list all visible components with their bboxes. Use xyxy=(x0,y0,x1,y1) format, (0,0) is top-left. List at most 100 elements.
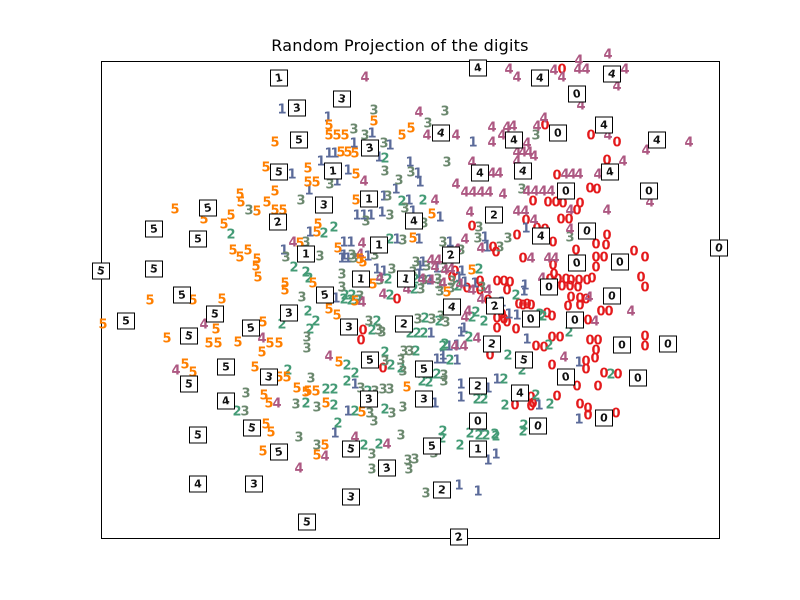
digit-point-1: 1 xyxy=(287,167,297,183)
digit-point-0: 0 xyxy=(528,194,538,210)
digit-thumbnail-3: 3 xyxy=(360,390,378,408)
digit-point-1: 1 xyxy=(432,352,442,368)
thumbnail-digit-glyph: 0 xyxy=(607,289,617,303)
digit-point-2: 2 xyxy=(419,326,429,342)
digit-point-4: 4 xyxy=(549,63,559,79)
digit-point-3: 3 xyxy=(367,447,377,463)
thumbnail-digit-glyph: 2 xyxy=(487,336,497,352)
digit-point-3: 3 xyxy=(396,428,406,444)
digit-point-2: 2 xyxy=(385,232,395,248)
digit-thumbnail-5: 5 xyxy=(199,199,217,217)
digit-point-2: 2 xyxy=(418,193,428,209)
digit-thumbnail-5: 5 xyxy=(92,262,110,280)
digit-point-4: 4 xyxy=(560,167,570,183)
digit-point-0: 0 xyxy=(583,313,593,329)
digit-point-2: 2 xyxy=(491,429,501,445)
digit-point-4: 4 xyxy=(546,184,556,200)
digit-point-4: 4 xyxy=(508,119,518,135)
digit-point-0: 0 xyxy=(575,196,585,212)
digit-point-1: 1 xyxy=(374,150,384,166)
digit-point-2: 2 xyxy=(321,382,331,398)
digit-point-4: 4 xyxy=(529,213,539,229)
digit-thumbnail-0: 0 xyxy=(629,369,647,387)
digit-point-1: 1 xyxy=(454,270,464,286)
thumbnail-digit-glyph: 0 xyxy=(553,126,563,140)
digit-thumbnail-0: 0 xyxy=(469,412,487,430)
digit-point-3: 3 xyxy=(385,382,395,398)
thumbnail-digit-glyph: 4 xyxy=(509,133,519,147)
digit-thumbnail-3: 3 xyxy=(415,390,433,408)
digit-point-5: 5 xyxy=(98,317,108,333)
digit-point-2: 2 xyxy=(347,288,357,304)
digit-point-4: 4 xyxy=(476,241,486,257)
thumbnail-digit-glyph: 4 xyxy=(536,229,546,243)
thumbnail-digit-glyph: 4 xyxy=(436,125,446,141)
digit-point-3: 3 xyxy=(436,309,446,325)
digit-point-2: 2 xyxy=(342,374,352,390)
digit-thumbnail-4: 4 xyxy=(595,116,613,134)
digit-point-5: 5 xyxy=(188,365,198,381)
thumbnail-digit-glyph: 3 xyxy=(365,140,375,156)
digit-point-2: 2 xyxy=(437,431,447,447)
digit-point-4: 4 xyxy=(494,166,504,182)
digit-point-3: 3 xyxy=(297,290,307,306)
digit-point-1: 1 xyxy=(343,404,353,420)
digit-point-0: 0 xyxy=(492,274,502,290)
digit-point-1: 1 xyxy=(404,193,414,209)
digit-point-5: 5 xyxy=(402,380,412,396)
digit-thumbnail-5: 5 xyxy=(361,351,379,369)
digit-point-3: 3 xyxy=(422,259,432,275)
digit-point-5: 5 xyxy=(270,184,280,200)
digit-point-4: 4 xyxy=(543,251,553,267)
digit-point-5: 5 xyxy=(188,293,198,309)
digit-point-0: 0 xyxy=(575,298,585,314)
digit-point-4: 4 xyxy=(288,235,298,251)
digit-point-4: 4 xyxy=(550,251,560,267)
digit-point-0: 0 xyxy=(488,240,498,256)
digit-thumbnail-2: 2 xyxy=(450,528,468,546)
thumbnail-digit-glyph: 3 xyxy=(337,91,347,107)
digit-point-4: 4 xyxy=(430,193,440,209)
thumbnail-digit-glyph: 5 xyxy=(149,222,159,236)
digit-point-2: 2 xyxy=(283,363,293,379)
digit-point-2: 2 xyxy=(499,372,509,388)
thumbnail-digit-glyph: 5 xyxy=(184,328,194,344)
digit-point-5: 5 xyxy=(199,212,209,228)
digit-point-3: 3 xyxy=(379,136,389,152)
digit-point-5: 5 xyxy=(301,385,311,401)
digit-point-5: 5 xyxy=(258,444,268,460)
digit-point-2: 2 xyxy=(303,304,313,320)
thumbnail-digit-glyph: 5 xyxy=(193,428,203,442)
digit-point-4: 4 xyxy=(498,187,508,203)
digit-point-4: 4 xyxy=(467,155,477,171)
digit-point-2: 2 xyxy=(380,345,390,361)
digit-point-3: 3 xyxy=(347,248,357,264)
digit-point-2: 2 xyxy=(472,392,482,408)
digit-point-4: 4 xyxy=(430,260,440,276)
digit-point-5: 5 xyxy=(336,145,346,161)
digit-point-2: 2 xyxy=(453,279,463,295)
digit-thumbnail-0: 0 xyxy=(549,124,567,142)
digit-point-5: 5 xyxy=(251,259,261,275)
digit-point-5: 5 xyxy=(295,236,305,252)
digit-point-2: 2 xyxy=(432,367,442,383)
digit-point-5: 5 xyxy=(442,285,452,301)
digit-point-4: 4 xyxy=(565,222,575,238)
digit-point-1: 1 xyxy=(385,138,395,154)
digit-point-0: 0 xyxy=(499,274,509,290)
digit-point-1: 1 xyxy=(305,225,315,241)
digit-point-3: 3 xyxy=(294,430,304,446)
digit-point-1: 1 xyxy=(316,154,326,170)
thumbnail-digit-glyph: 2 xyxy=(490,208,498,222)
digit-point-2: 2 xyxy=(465,426,475,442)
digit-point-2: 2 xyxy=(544,338,554,354)
digit-point-1: 1 xyxy=(346,235,356,251)
digit-point-4: 4 xyxy=(487,166,497,182)
digit-thumbnail-1: 1 xyxy=(297,245,315,263)
digit-point-3: 3 xyxy=(423,116,433,132)
digit-point-0: 0 xyxy=(358,323,368,339)
thumbnail-digit-glyph: 5 xyxy=(346,441,356,457)
digit-point-4: 4 xyxy=(463,304,473,320)
digit-point-2: 2 xyxy=(467,310,477,326)
digit-point-5: 5 xyxy=(270,135,280,151)
